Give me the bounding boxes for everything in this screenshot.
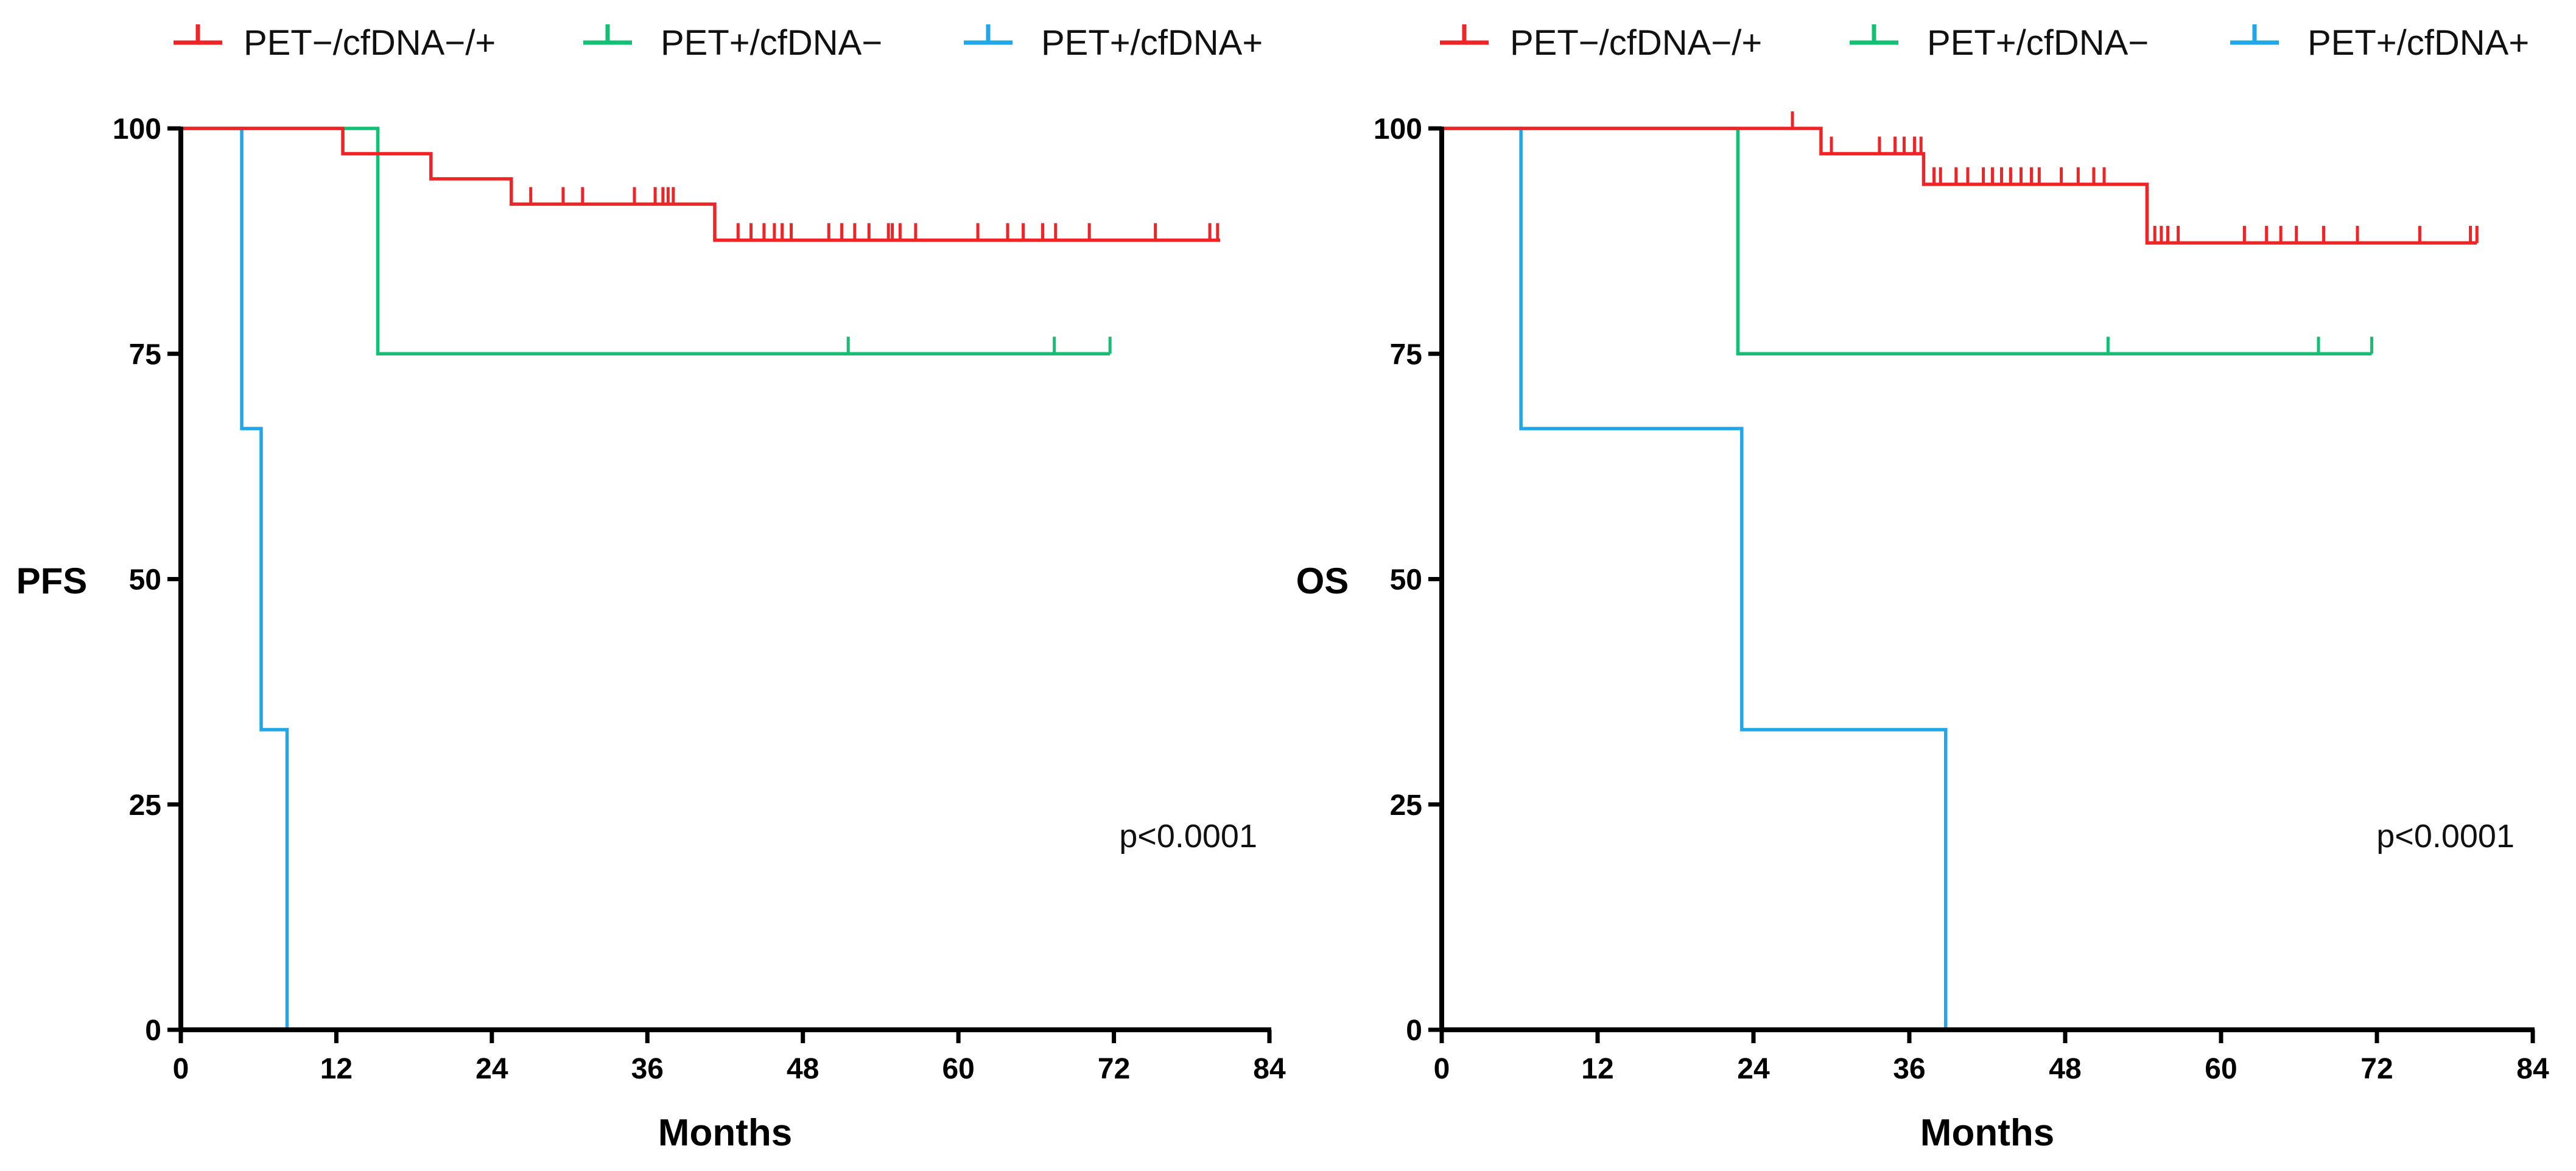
x-tick-label: 24: [1737, 1053, 1770, 1085]
x-tick-label: 0: [1434, 1053, 1450, 1085]
x-tick-label: 84: [1253, 1053, 1286, 1085]
x-tick-label: 48: [2049, 1053, 2081, 1085]
x-axis-label: Months: [1920, 1112, 2054, 1154]
y-tick-label: 50: [1390, 564, 1422, 596]
y-tick-label: 50: [129, 564, 161, 596]
km-panel-os: PET−/cfDNA−/+ PET+/cfDNA− PET+/cfDNA+ OS 0 25…: [1296, 23, 2549, 1154]
x-tick-label: 48: [787, 1053, 819, 1085]
x-tick-label: 36: [631, 1053, 664, 1085]
legend-label: PET+/cfDNA−: [661, 23, 882, 63]
y-axis-label: PFS: [16, 561, 88, 601]
legend-label: PET−/cfDNA−/+: [1510, 23, 1762, 63]
p-value-annotation: p<0.0001: [1119, 818, 1257, 855]
x-tick-label: 24: [476, 1053, 508, 1085]
x-tick-label: 60: [2205, 1053, 2237, 1085]
x-tick-label: 72: [2360, 1053, 2393, 1085]
legend-label: PET+/cfDNA+: [1041, 23, 1263, 63]
x-tick-label: 84: [2516, 1053, 2549, 1085]
x-tick-label: 60: [942, 1053, 974, 1085]
x-tick-label: 36: [1893, 1053, 1925, 1085]
legend-label: PET+/cfDNA+: [2308, 23, 2529, 63]
y-axis-label: OS: [1296, 561, 1349, 601]
y-tick-label: 0: [145, 1015, 161, 1047]
x-axis-label: Months: [658, 1112, 792, 1154]
y-tick-label: 25: [1390, 789, 1422, 822]
x-tick-label: 12: [320, 1053, 353, 1085]
km-panel-pfs: PET−/cfDNA−/+ PET+/cfDNA− PET+/cfDNA+ PFS 0 2…: [16, 23, 1286, 1154]
y-tick-label: 100: [113, 113, 161, 145]
y-tick-label: 75: [1390, 338, 1422, 371]
y-tick-label: 100: [1374, 113, 1422, 145]
y-tick-label: 25: [129, 789, 161, 822]
x-tick-label: 12: [1581, 1053, 1613, 1085]
p-value-annotation: p<0.0001: [2376, 818, 2515, 855]
x-tick-label: 0: [173, 1053, 189, 1085]
km-curve: [181, 127, 1221, 242]
x-tick-label: 72: [1098, 1053, 1130, 1085]
legend-label: PET−/cfDNA−/+: [244, 23, 496, 63]
legend-label: PET+/cfDNA−: [1927, 23, 2149, 63]
y-tick-label: 0: [1406, 1015, 1422, 1047]
y-tick-label: 75: [129, 338, 161, 371]
km-curve: [1442, 127, 2477, 245]
